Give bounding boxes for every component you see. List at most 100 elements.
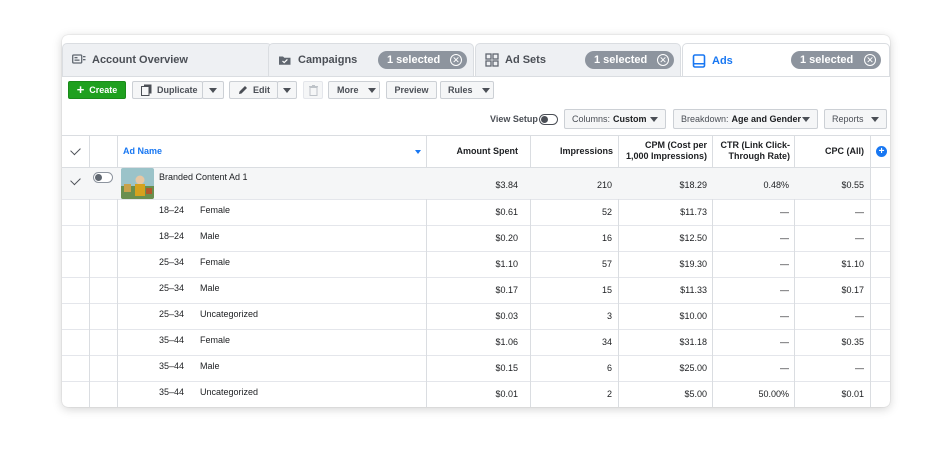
- tab-campaigns[interactable]: Campaigns 1 selected ✕: [268, 43, 474, 76]
- columns-value: Custom: [613, 114, 647, 124]
- delete-button[interactable]: [303, 81, 323, 99]
- column-header-cpm[interactable]: CPM (Cost per 1,000 Impressions): [620, 135, 707, 167]
- duplicate-dropdown-button[interactable]: [202, 81, 224, 99]
- impressions-cell: 34: [601, 337, 612, 347]
- toggle-knob: [541, 116, 548, 123]
- table-row-ad[interactable]: [62, 168, 870, 199]
- ctr-cell: 0.48%: [763, 180, 789, 190]
- selected-count: 1 selected: [800, 54, 854, 66]
- impressions-cell: 3: [606, 311, 612, 321]
- view-setup-toggle[interactable]: [539, 114, 558, 125]
- ad-name-link[interactable]: Branded Content Ad 1: [159, 172, 248, 182]
- create-button[interactable]: + Create: [68, 81, 126, 99]
- selected-count: 1 selected: [594, 54, 648, 66]
- divider: [62, 225, 890, 226]
- trash-icon: [308, 84, 318, 96]
- impressions-cell: 6: [606, 363, 612, 373]
- column-divider: [870, 135, 871, 407]
- amount-spent-cell: $0.01: [495, 389, 518, 399]
- column-header-impressions[interactable]: Impressions: [559, 145, 613, 156]
- cpc-cell: —: [855, 207, 864, 217]
- column-divider: [530, 135, 531, 407]
- divider: [62, 167, 890, 168]
- rules-button[interactable]: Rules: [440, 81, 494, 99]
- column-divider: [712, 135, 713, 407]
- gender-cell: Female: [200, 335, 231, 345]
- duplicate-button[interactable]: Duplicate: [132, 81, 203, 99]
- gender-cell: Male: [200, 283, 220, 293]
- age-cell: 25–34: [159, 257, 185, 267]
- breakdown-value: Age and Gender: [731, 114, 802, 124]
- amount-spent-cell: $0.20: [495, 233, 518, 243]
- ad-status-toggle[interactable]: [93, 172, 113, 183]
- columns-label: Columns:: [572, 114, 611, 124]
- column-divider: [117, 135, 118, 407]
- preview-button[interactable]: Preview: [386, 81, 437, 99]
- age-cell: 25–34: [159, 283, 185, 293]
- breakdown-label: Breakdown:: [681, 114, 729, 124]
- header-line: 1,000 Impressions): [625, 151, 707, 161]
- sort-caret-icon[interactable]: [415, 150, 421, 154]
- more-button[interactable]: More: [328, 81, 380, 99]
- breakdown-dropdown[interactable]: Breakdown: Age and Gender: [673, 109, 818, 129]
- impressions-cell: 15: [601, 285, 612, 295]
- column-header-amount-spent[interactable]: Amount Spent: [456, 145, 519, 156]
- tab-ad-sets[interactable]: Ad Sets 1 selected ✕: [475, 43, 681, 76]
- column-header-ctr[interactable]: CTR (Link Click- Through Rate): [714, 135, 790, 167]
- more-label: More: [337, 85, 359, 95]
- ctr-cell: —: [780, 207, 789, 217]
- clear-selection-icon[interactable]: ✕: [657, 54, 669, 66]
- impressions-cell: 16: [601, 233, 612, 243]
- amount-spent-cell: $1.10: [495, 259, 518, 269]
- campaigns-selected-pill[interactable]: 1 selected ✕: [378, 51, 467, 69]
- cpc-cell: $0.17: [841, 285, 864, 295]
- tab-ads[interactable]: Ads 1 selected ✕: [682, 43, 890, 77]
- ads-selected-pill[interactable]: 1 selected ✕: [791, 51, 881, 69]
- header-line: CPM (Cost per: [644, 140, 707, 150]
- age-cell: 18–24: [159, 231, 185, 241]
- ctr-cell: —: [780, 285, 789, 295]
- divider: [62, 76, 890, 77]
- rules-label: Rules: [448, 85, 473, 95]
- reports-label: Reports: [832, 114, 864, 124]
- clear-selection-icon[interactable]: ✕: [450, 54, 462, 66]
- divider: [62, 329, 890, 330]
- add-column-icon[interactable]: +: [876, 146, 887, 157]
- cpc-cell: $0.35: [841, 337, 864, 347]
- tab-account-overview[interactable]: Account Overview: [62, 43, 272, 76]
- divider: [62, 135, 890, 136]
- pencil-icon: [238, 85, 248, 95]
- header-line: CTR (Link Click-: [720, 140, 790, 150]
- cpm-cell: $19.30: [679, 259, 707, 269]
- cpm-cell: $18.29: [679, 180, 707, 190]
- gender-cell: Male: [200, 231, 220, 241]
- divider: [62, 381, 890, 382]
- edit-button[interactable]: Edit: [229, 81, 278, 99]
- clear-selection-icon[interactable]: ✕: [864, 54, 876, 66]
- column-header-cpc[interactable]: CPC (All): [825, 145, 864, 156]
- cpc-cell: —: [855, 311, 864, 321]
- cpm-cell: $31.18: [679, 337, 707, 347]
- selected-count: 1 selected: [387, 54, 441, 66]
- cpm-cell: $25.00: [679, 363, 707, 373]
- gender-cell: Female: [200, 257, 231, 267]
- select-all-checkbox[interactable]: [70, 144, 81, 156]
- toggle-knob: [95, 174, 102, 181]
- columns-dropdown[interactable]: Columns: Custom: [564, 109, 666, 129]
- ctr-cell: —: [780, 233, 789, 243]
- edit-dropdown-button[interactable]: [277, 81, 297, 99]
- amount-spent-cell: $3.84: [495, 180, 518, 190]
- age-cell: 18–24: [159, 205, 185, 215]
- ad-thumbnail[interactable]: [121, 168, 154, 199]
- gender-cell: Uncategorized: [200, 309, 259, 319]
- caret-down-icon: [802, 117, 810, 122]
- tab-label: Ads: [712, 54, 733, 67]
- reports-dropdown[interactable]: Reports: [824, 109, 887, 129]
- caret-down-icon: [481, 87, 490, 93]
- ctr-cell: —: [780, 337, 789, 347]
- column-divider: [794, 135, 795, 407]
- age-cell: 35–44: [159, 335, 185, 345]
- amount-spent-cell: $0.03: [495, 311, 518, 321]
- ad-sets-selected-pill[interactable]: 1 selected ✕: [585, 51, 674, 69]
- column-header-ad-name[interactable]: Ad Name: [123, 145, 163, 156]
